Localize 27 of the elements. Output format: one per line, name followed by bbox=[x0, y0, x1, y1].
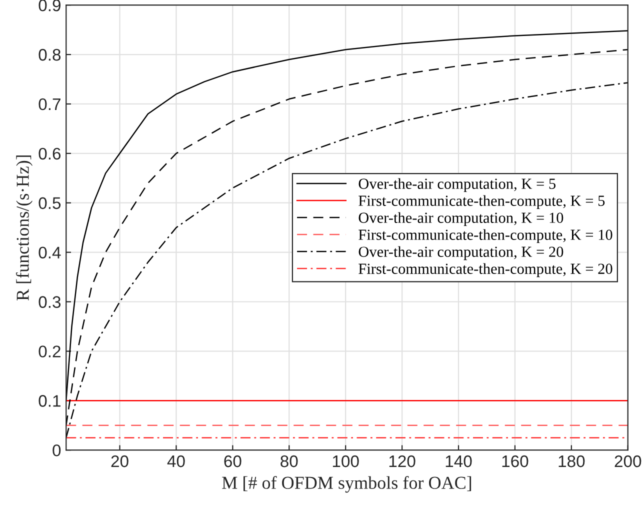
x-tick-label: 100 bbox=[332, 455, 359, 468]
x-tick-label: 60 bbox=[224, 455, 242, 468]
legend-label: First-communicate-then-compute, K = 5 bbox=[358, 195, 605, 210]
x-axis-title: M [# of OFDM symbols for OAC] bbox=[222, 476, 472, 493]
x-tick-label: 20 bbox=[111, 455, 128, 468]
y-tick-label: 0.4 bbox=[38, 246, 61, 259]
x-tick-label: 40 bbox=[167, 455, 185, 468]
x-tick-label: 140 bbox=[446, 455, 472, 468]
legend-label: First-communicate-then-compute, K = 10 bbox=[358, 229, 612, 244]
x-tick-label: 120 bbox=[389, 455, 416, 468]
x-tick-label: 160 bbox=[502, 455, 528, 468]
legend-label: Over-the-air computation, K = 20 bbox=[358, 246, 564, 260]
y-tick-label: 0.1 bbox=[38, 395, 60, 407]
legend-label: Over-the-air computation, K = 5 bbox=[358, 178, 556, 192]
x-tick-label: 80 bbox=[280, 455, 298, 468]
y-tick-label: 0.3 bbox=[38, 296, 61, 308]
y-tick-label: 0.6 bbox=[38, 148, 61, 160]
x-tick-label: 180 bbox=[558, 455, 585, 468]
y-axis-title: R [functions/(s·Hz)] bbox=[16, 155, 33, 301]
y-tick-label: 0.7 bbox=[38, 98, 60, 110]
x-tick-label: 200 bbox=[614, 455, 642, 468]
y-tick-label: 0.5 bbox=[38, 197, 61, 210]
legend-label: Over-the-air computation, K = 10 bbox=[358, 212, 564, 226]
y-tick-label: 0.8 bbox=[38, 48, 61, 61]
y-tick-label: 0.2 bbox=[38, 346, 60, 358]
y-tick-label: 0 bbox=[52, 444, 61, 456]
legend-label: First-communicate-then-compute, K = 20 bbox=[358, 263, 612, 278]
